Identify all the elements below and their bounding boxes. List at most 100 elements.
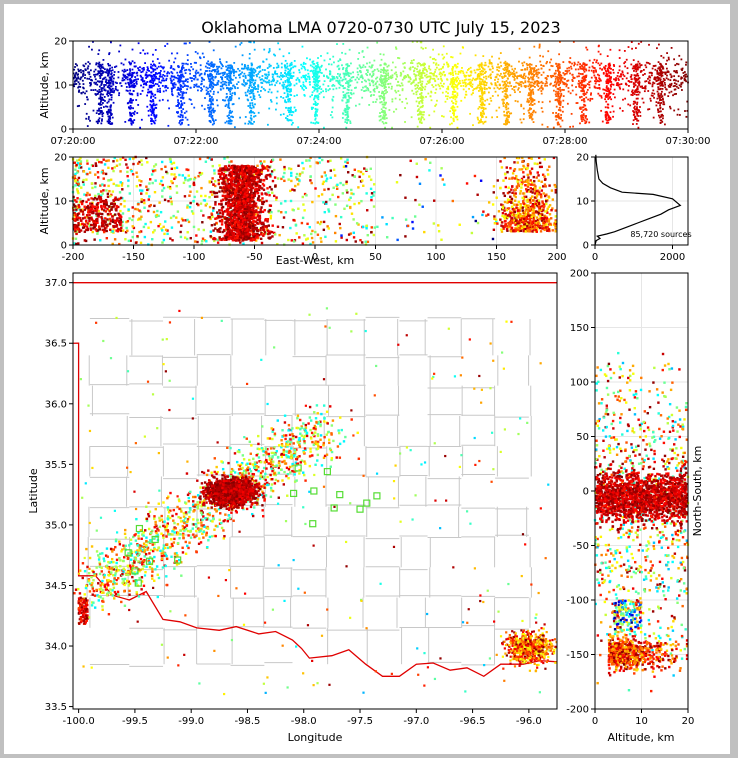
x-tick-label: -100.0 xyxy=(63,716,95,727)
plan-view-points xyxy=(73,307,557,696)
x-tick-label: 10 xyxy=(635,716,648,727)
y-tick-label: 10 xyxy=(54,81,67,92)
y-tick-label: 37.0 xyxy=(45,278,67,289)
source-count-annotation: 85,720 sources xyxy=(630,230,691,239)
altitude-histogram-panel: 0 2000 0 10 20 85,720 sources xyxy=(576,153,691,264)
altitude-profile-line xyxy=(594,154,682,246)
lma-stations xyxy=(124,464,381,587)
station-marker xyxy=(294,464,302,472)
x-tick-label: 200 xyxy=(547,252,566,263)
figure-canvas: Oklahoma LMA 0720-0730 UTC July 15, 2023… xyxy=(4,4,730,754)
x-tick-label: -200 xyxy=(62,252,85,263)
x-tick-label: 07:30:00 xyxy=(666,136,711,147)
y-tick-label: -150 xyxy=(566,650,589,661)
station-marker xyxy=(310,487,318,495)
x-tick-label: 0 xyxy=(312,252,318,263)
x-tick-label: -50 xyxy=(246,252,262,263)
y-tick-label: -50 xyxy=(573,541,589,552)
y-tick-label: 36.5 xyxy=(45,339,67,350)
station-marker xyxy=(309,520,317,528)
y-tick-label: 33.5 xyxy=(45,702,67,713)
time-height-ylabel: Altitude, km xyxy=(38,51,51,118)
x-tick-label: 100 xyxy=(426,252,445,263)
station-marker xyxy=(373,492,381,500)
x-tick-label: 0 xyxy=(592,716,598,727)
ns-height-ylabel: North-South, km xyxy=(691,446,704,537)
plan-view-axes: -100.0 -99.5 -99.0 -98.5 -98.0 -97.5 -97.0 -96.… xyxy=(45,278,542,727)
x-tick-label: 20 xyxy=(682,716,695,727)
x-tick-label: 50 xyxy=(369,252,382,263)
y-tick-label: 50 xyxy=(576,432,589,443)
ew-height-points xyxy=(71,155,557,247)
y-tick-label: 36.0 xyxy=(45,399,67,410)
station-marker xyxy=(145,557,154,565)
x-tick-label: 07:26:00 xyxy=(420,136,465,147)
y-tick-label: 10 xyxy=(576,197,589,208)
ew-height-panel: -200 -150 -100 -50 0 50 100 150 200 0 10 20 Altitud… xyxy=(38,153,567,268)
ew-height-xlabel: East-West, km xyxy=(276,254,354,267)
y-tick-label: 35.0 xyxy=(45,520,67,531)
station-marker xyxy=(124,549,132,557)
y-tick-label: 0 xyxy=(61,241,67,252)
ns-height-axes: 0 10 20 -200 -150 -100 -50 0 50 100 150 200 xyxy=(566,269,694,728)
x-tick-label: -98.5 xyxy=(235,716,261,727)
time-height-points xyxy=(72,40,689,129)
station-marker xyxy=(363,499,371,507)
y-tick-label: -100 xyxy=(566,596,589,607)
county-boundaries xyxy=(86,316,532,667)
figure-title: Oklahoma LMA 0720-0730 UTC July 15, 2023 xyxy=(201,18,560,37)
x-tick-label: -100 xyxy=(183,252,206,263)
x-tick-label: -99.5 xyxy=(122,716,148,727)
ns-height-points xyxy=(593,351,690,693)
station-marker xyxy=(135,524,144,533)
station-marker xyxy=(131,567,139,575)
ns-height-xlabel: Altitude, km xyxy=(607,731,674,744)
time-height-axes: 07:20:00 07:22:00 07:24:00 07:26:00 07:28:00… xyxy=(51,37,711,148)
y-tick-label: 34.0 xyxy=(45,642,67,653)
x-tick-label: 07:22:00 xyxy=(174,136,219,147)
y-tick-label: -200 xyxy=(566,705,589,716)
plan-view-ylabel: Latitude xyxy=(27,468,40,514)
y-tick-label: 20 xyxy=(54,153,67,164)
x-tick-label: -98.0 xyxy=(291,716,317,727)
station-marker xyxy=(151,535,159,544)
time-height-panel: 07:20:00 07:22:00 07:24:00 07:26:00 07:28:00… xyxy=(38,37,710,148)
y-tick-label: 0 xyxy=(583,487,589,498)
histogram-axes: 0 2000 0 10 20 xyxy=(576,153,685,264)
y-tick-label: 200 xyxy=(570,269,589,280)
x-tick-label: -96.5 xyxy=(460,716,486,727)
plan-view-xlabel: Longitude xyxy=(288,731,343,744)
station-marker xyxy=(174,556,182,564)
plan-view-panel: -100.0 -99.5 -99.0 -98.5 -98.0 -97.5 -97.0 -96.… xyxy=(27,272,558,744)
x-tick-label: 2000 xyxy=(660,252,685,263)
ew-height-ylabel: Altitude, km xyxy=(38,167,51,234)
state-boundary xyxy=(73,282,557,678)
y-tick-label: 0 xyxy=(61,125,67,136)
station-marker xyxy=(330,504,338,512)
y-tick-label: 20 xyxy=(54,37,67,48)
ew-height-axes: -200 -150 -100 -50 0 50 100 150 200 0 10 20 xyxy=(54,153,566,264)
y-tick-label: 20 xyxy=(576,153,589,164)
ns-height-panel: 0 10 20 -200 -150 -100 -50 0 50 100 150 200 North-S… xyxy=(566,269,704,745)
x-tick-label: -150 xyxy=(122,252,145,263)
x-tick-label: 07:24:00 xyxy=(297,136,342,147)
station-marker xyxy=(134,579,142,587)
x-tick-label: 07:20:00 xyxy=(51,136,96,147)
y-tick-label: 0 xyxy=(583,241,589,252)
x-tick-label: 07:28:00 xyxy=(543,136,588,147)
y-tick-label: 150 xyxy=(570,323,589,334)
station-marker xyxy=(290,489,298,498)
x-tick-label: -97.5 xyxy=(347,716,373,727)
x-tick-label: -99.0 xyxy=(178,716,204,727)
x-tick-label: -96.0 xyxy=(516,716,542,727)
lma-figure: Oklahoma LMA 0720-0730 UTC July 15, 2023… xyxy=(27,18,710,745)
x-tick-label: 150 xyxy=(487,252,506,263)
station-marker xyxy=(356,505,364,513)
y-tick-label: 100 xyxy=(570,378,589,389)
y-tick-label: 10 xyxy=(54,197,67,208)
x-tick-label: -97.0 xyxy=(403,716,429,727)
station-marker xyxy=(336,491,344,499)
station-marker xyxy=(323,468,331,476)
y-tick-label: 34.5 xyxy=(45,581,67,592)
